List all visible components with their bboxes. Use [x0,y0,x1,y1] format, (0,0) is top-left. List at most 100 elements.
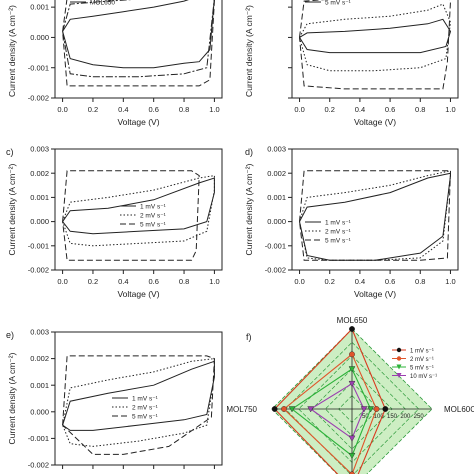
y-tick-label: 0.003 [30,145,49,154]
y-tick-label: 0.000 [30,407,49,416]
legend-entry: 1 mV s⁻¹ [325,220,352,227]
radar-marker [360,406,368,413]
radial-tick-label: 50 [362,414,369,420]
y-tick-label: -0.001 [28,434,49,443]
plot-frame [54,0,223,99]
radar-marker [348,366,356,373]
legend-marker [396,373,402,378]
y-tick-label: 0.000 [267,217,286,226]
radar-marker [288,406,296,413]
plot-frame [54,148,223,271]
y-axis-label: Current density (A cm⁻²) [244,163,254,255]
x-tick-label: 0.4 [118,105,128,114]
radar-marker [271,406,278,412]
legend-entry: 10 mV s⁻¹ [410,374,437,380]
y-tick-label: -0.001 [28,63,49,72]
panel-label: d) [245,147,253,157]
radar-marker [348,452,356,460]
x-axis-label: Voltage (V) [354,117,396,127]
legend-entry: 1 mV s⁻¹ [410,348,434,354]
radar-marker [348,435,356,442]
y-tick-label: 0.002 [30,169,49,178]
radial-tick-label: 150 [387,414,398,420]
x-tick-label: 0.2 [88,105,98,114]
series-group [62,170,215,261]
series-line-2 [62,0,215,87]
series-group [299,0,452,90]
panel-d: 0.0 0.2 0.4 0.6 0.8 1.0 -0.002 -0.001 0.000 0.001… [244,145,459,299]
series-line-2 [62,175,215,247]
x-tick-label: 1.0 [209,105,219,114]
legend-entry: 5 mV s⁻¹ [140,222,167,229]
x-tick-label: 1.0 [209,277,219,286]
radar-series-1 [273,328,386,474]
y-tick-label: 0.000 [30,217,49,226]
legend-entry: 5 mV s⁻¹ [132,414,159,421]
radar-grid-ring [284,341,420,474]
x-tick-label: 0.0 [57,105,67,114]
legend-entry: MOL650 [90,0,115,7]
x-tick-label: 0.6 [385,105,395,114]
x-tick-label: 0.8 [415,105,425,114]
panel-label: e) [6,330,14,340]
legend-entry: 2 mV s⁻¹ [325,229,352,236]
x-tick-label: 0.6 [148,105,158,114]
y-axis-label: Current density (A cm⁻²) [7,163,17,255]
y-tick-label: -0.002 [28,266,49,275]
radar-marker [349,471,355,474]
x-tick-label: 0.0 [294,277,304,286]
y-tick-label: -0.002 [28,461,49,470]
legend-marker [396,347,402,353]
y-tick-label: -0.002 [28,94,49,103]
y-tick-label: -0.002 [265,266,286,275]
x-tick-label: 0.8 [415,277,425,286]
panel-e: -0.002 -0.001 0.000 0.001 0.002 0.003 Current … [6,328,223,470]
series-line-1 [299,18,452,54]
y-tick-label: -0.001 [28,241,49,250]
radar-axis-label-left: MOL750 [226,405,257,414]
plot-frame [291,148,459,271]
x-tick-label: 0.4 [355,277,365,286]
y-tick-label: 0.001 [267,193,286,202]
plot-frame [54,331,223,466]
legend-entry: 1 mV s⁻¹ [140,204,167,211]
y-tick-label: 0.001 [30,193,49,202]
y-axis-label: Current density (A cm⁻²) [7,5,17,97]
y-tick-label: 0.001 [30,381,49,390]
x-tick-label: 0.8 [179,105,189,114]
radar-grid-ring [311,368,393,450]
x-tick-label: 0.2 [325,105,335,114]
panel-b: 0.0 0.2 0.4 0.6 0.8 1.0 Voltage (V) Current den… [244,0,459,127]
x-tick-label: 0.2 [325,277,335,286]
x-tick-label: 1.0 [445,277,455,286]
legend-entry: 2 mV s⁻¹ [140,213,167,220]
y-axis-label: Current density (A cm⁻²) [7,352,17,444]
radar-marker [367,406,375,413]
series-group [62,355,215,455]
plot-frame [291,0,459,99]
x-tick-label: 0.6 [148,277,158,286]
radar-marker [281,406,287,412]
legend-marker [396,364,402,370]
x-tick-label: 1.0 [445,105,455,114]
legend-entry: 5 mV s⁻¹ [410,365,434,371]
y-axis-label: Current density (A cm⁻²) [244,5,254,97]
radar-marker [373,406,380,412]
legend-entry: 2 mV s⁻¹ [410,357,434,363]
y-tick-label: 0.000 [30,33,49,42]
legend-entry: 2 mV s⁻¹ [132,405,159,412]
y-tick-label: 0.001 [30,3,49,12]
radial-tick-label: 100 [374,414,385,420]
radar-axis-label-top: MOL650 [337,316,368,325]
x-axis-label: Voltage (V) [354,289,396,299]
panel-c: 0.0 0.2 0.4 0.6 0.8 1.0 -0.002 -0.001 0.000 0.001… [6,145,223,299]
x-axis-label: Voltage (V) [117,289,159,299]
series-line-1 [62,0,215,69]
series-line-2 [62,358,215,447]
x-tick-label: 0.4 [355,105,365,114]
legend-entry: 1 mV s⁻¹ [132,396,159,403]
panel-a: 0.0 0.2 0.4 0.6 0.8 1.0 -0.002 -0.001 0.000 0.001… [7,0,223,127]
series-group [62,0,215,87]
x-axis-label: Voltage (V) [117,117,159,127]
